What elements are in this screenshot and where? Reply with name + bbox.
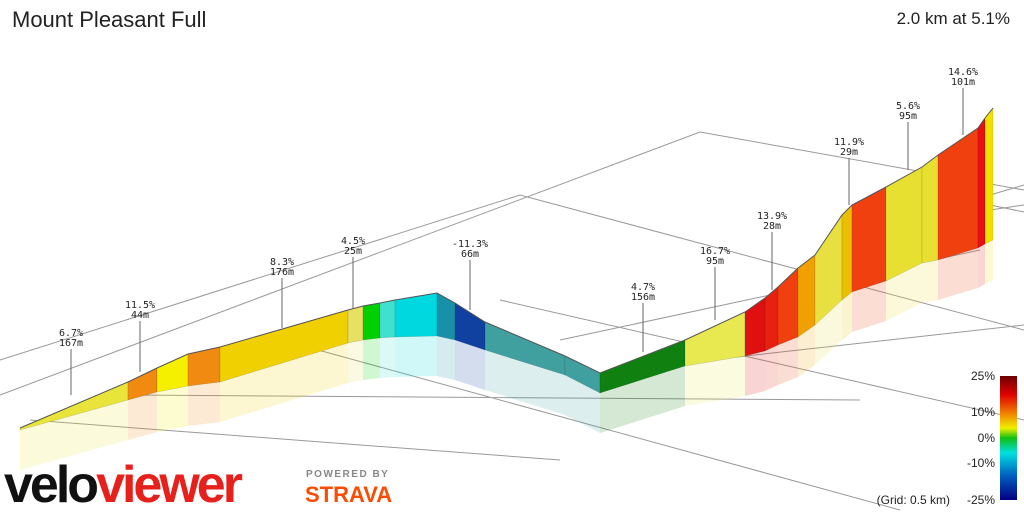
segment-grade: 16.7%	[700, 246, 730, 257]
title: Mount Pleasant Full	[12, 7, 206, 32]
segment-grade: 13.9%	[757, 211, 787, 222]
face-shadow	[188, 382, 220, 426]
summary: 2.0 km at 5.1%	[897, 9, 1010, 28]
face	[436, 292, 456, 341]
face-shadow	[20, 400, 128, 470]
segment-labels: 6.7%167m 11.5%44m 8.3%176m 4.5%25m -11.3%66m…	[59, 67, 978, 395]
face-shadow	[985, 240, 993, 284]
logo-viewer: viewer	[96, 456, 243, 512]
face-shadow	[886, 263, 922, 321]
face-shadow	[798, 325, 815, 377]
segment-length: 25m	[344, 246, 362, 257]
face-shadow	[842, 292, 852, 340]
segment-length: 101m	[951, 77, 975, 88]
segment-grade: 11.9%	[834, 137, 864, 148]
face	[744, 297, 766, 357]
segment-length: 28m	[763, 221, 781, 232]
face-shadow	[600, 366, 685, 433]
segment-length: 95m	[899, 111, 917, 122]
face	[977, 117, 986, 249]
segment-grade: 6.7%	[59, 328, 83, 339]
face-shadow	[380, 337, 395, 378]
face-shadow	[395, 336, 437, 377]
face	[937, 127, 979, 261]
segment-grade: 5.6%	[896, 101, 920, 112]
face-shadow	[565, 375, 600, 433]
face	[394, 292, 438, 338]
legend-tick: 0%	[978, 431, 996, 445]
segment-length: 44m	[131, 310, 149, 321]
face-shadow	[157, 386, 188, 432]
legend-tick: -10%	[967, 456, 995, 470]
face	[984, 107, 994, 245]
logo: veloviewer	[4, 456, 243, 512]
segment-grade: 4.5%	[341, 236, 365, 247]
segment-length: 156m	[631, 292, 655, 303]
powered-by: POWERED BY	[306, 469, 389, 480]
segment-length: 95m	[706, 256, 724, 267]
face	[921, 154, 939, 264]
face-shadow	[685, 356, 745, 406]
profile-edge	[19, 107, 994, 429]
face-shadow	[363, 338, 380, 380]
face-shadow	[437, 336, 455, 380]
face-shadow	[765, 345, 778, 391]
profile-faces	[19, 107, 994, 470]
face	[841, 204, 853, 301]
face-shadow	[128, 392, 157, 440]
segment-grade: 11.5%	[125, 300, 155, 311]
face-shadow	[220, 343, 348, 422]
segment-length: 176m	[270, 267, 294, 278]
face	[362, 302, 381, 341]
face-shadow	[815, 300, 842, 365]
grid-note: (Grid: 0.5 km)	[877, 493, 950, 507]
logo-velo: velo	[4, 456, 97, 512]
legend-tick: 25%	[971, 369, 995, 383]
segment-length: 66m	[461, 249, 479, 260]
segment-grade: -11.3%	[452, 239, 488, 250]
legend-tick: 10%	[971, 405, 995, 419]
segment-grade: 14.6%	[948, 67, 978, 78]
face-shadow	[745, 351, 765, 396]
face	[797, 254, 816, 338]
face-shadow	[852, 281, 886, 332]
segment-grade: 4.7%	[631, 282, 655, 293]
segment-length: 29m	[840, 147, 858, 158]
face-shadow	[485, 350, 565, 415]
segment-grade: 8.3%	[270, 257, 294, 268]
face	[379, 299, 396, 339]
color-scale	[1000, 376, 1017, 500]
strava: STRAVA	[305, 482, 392, 507]
face-shadow	[455, 340, 485, 390]
face-shadow	[778, 337, 798, 385]
face-shadow	[348, 340, 363, 383]
face-shadow	[978, 244, 985, 288]
face-shadow	[922, 260, 938, 303]
segment-length: 167m	[59, 338, 83, 349]
face	[156, 353, 189, 393]
face	[777, 267, 799, 346]
face-shadow	[938, 248, 978, 300]
face	[347, 305, 364, 344]
legend-tick: -25%	[967, 493, 995, 507]
